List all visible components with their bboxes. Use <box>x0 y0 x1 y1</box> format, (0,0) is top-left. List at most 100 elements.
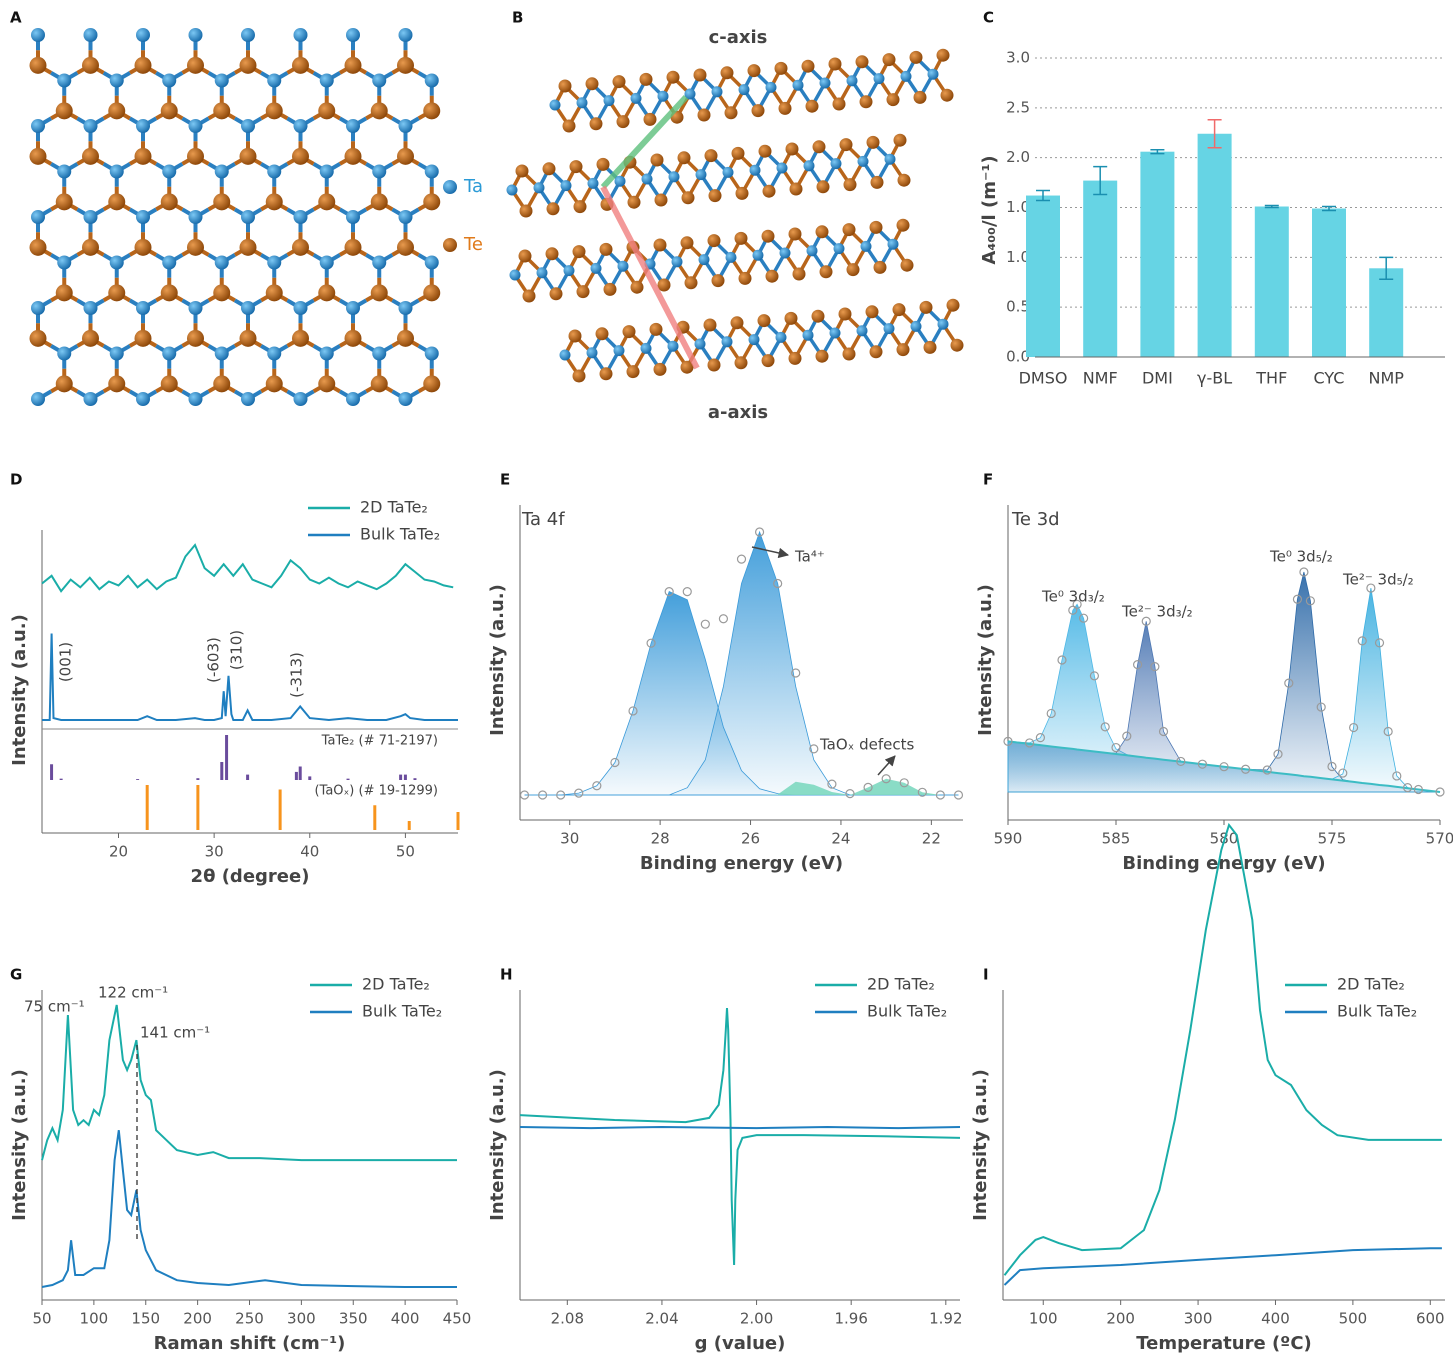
ta-atom <box>861 241 872 252</box>
te-atom <box>56 102 73 119</box>
x-tick-label: 200 <box>183 1310 212 1328</box>
ta-atom <box>399 301 413 315</box>
te-atom <box>600 367 613 380</box>
x-tick-label: 400 <box>391 1310 420 1328</box>
te-atom <box>789 228 802 241</box>
ta-atom <box>642 174 653 185</box>
te-atom <box>623 325 636 338</box>
ta-atom <box>712 86 723 97</box>
te-atom <box>135 239 152 256</box>
ta-atom <box>189 392 203 406</box>
te-atom <box>573 245 586 258</box>
panel-letter: F <box>983 471 993 489</box>
ta-atom <box>84 210 98 224</box>
panel-letter: H <box>500 966 513 984</box>
bar <box>1198 134 1232 357</box>
te-atom <box>775 62 788 75</box>
x-tick-label: 50 <box>32 1310 51 1328</box>
ta-atom <box>372 74 386 88</box>
ta-atom <box>57 256 71 270</box>
ta-atom <box>618 261 629 272</box>
ta-atom <box>776 332 787 343</box>
te-atom <box>523 290 536 303</box>
ta-atom <box>766 82 777 93</box>
y-axis-label: Intensity (a.u.) <box>487 1069 508 1221</box>
te-atom <box>843 348 856 361</box>
ta-atom <box>857 325 868 336</box>
te-atom <box>516 165 529 178</box>
reference-label: TaTe₂ (# 71-2197) <box>321 734 438 749</box>
te-atom <box>829 58 842 71</box>
bar <box>1312 208 1346 357</box>
te-atom <box>708 234 721 247</box>
x-tick-label: 150 <box>131 1310 160 1328</box>
te-atom <box>941 89 954 102</box>
te-atom <box>559 80 572 93</box>
te-atom <box>161 193 178 210</box>
x-tick-label: 26 <box>741 830 760 848</box>
te-atom <box>397 148 414 165</box>
te-atom <box>543 162 556 175</box>
y-tick-label: 3.0 <box>1006 49 1030 67</box>
te-atom <box>318 375 335 392</box>
te-atom <box>161 284 178 301</box>
ta-atom <box>672 256 683 267</box>
te-atom <box>739 272 752 285</box>
legend-label: Bulk TaTe₂ <box>1337 1002 1417 1021</box>
legend-ta <box>443 180 457 194</box>
te-atom <box>108 375 125 392</box>
ta-atom <box>372 165 386 179</box>
te-atom <box>924 341 937 354</box>
te-atom <box>161 375 178 392</box>
te-atom <box>704 319 717 332</box>
annotation: 122 cm⁻¹ <box>98 984 168 1002</box>
ta-atom <box>911 321 922 332</box>
annotation: Te²⁻ 3d₅/₂ <box>1342 571 1414 589</box>
te-atom <box>520 205 533 218</box>
ta-atom <box>294 119 308 133</box>
ta-atom <box>57 74 71 88</box>
te-atom <box>345 57 362 74</box>
te-atom <box>887 93 900 106</box>
ta-atom <box>162 165 176 179</box>
ta-atom <box>294 210 308 224</box>
annotation: (-603) <box>205 637 223 683</box>
te-atom <box>292 239 309 256</box>
series-line <box>42 545 453 591</box>
te-atom <box>397 239 414 256</box>
te-atom <box>266 375 283 392</box>
ta-atom <box>136 119 150 133</box>
ta-atom <box>831 158 842 169</box>
ta-atom <box>834 243 845 254</box>
ta-atom <box>885 154 896 165</box>
annotation: 141 cm⁻¹ <box>140 1024 210 1042</box>
y-axis-label: Intensity (a.u.) <box>487 584 508 736</box>
te-atom <box>736 187 749 200</box>
te-atom <box>570 160 583 173</box>
x-tick-label: 100 <box>1029 1310 1058 1328</box>
ta-atom <box>577 97 588 108</box>
x-tick-label: 1.96 <box>834 1310 867 1328</box>
ta-atom <box>320 256 334 270</box>
te-atom <box>108 284 125 301</box>
te-atom <box>423 375 440 392</box>
te-atom <box>82 57 99 74</box>
te-atom <box>266 284 283 301</box>
ta-atom <box>537 267 548 278</box>
x-tick-label: NMP <box>1368 369 1404 388</box>
te-atom <box>135 148 152 165</box>
te-atom <box>712 274 725 287</box>
x-tick-label: 2.04 <box>645 1310 678 1328</box>
ta-atom <box>399 28 413 42</box>
te-atom <box>654 239 667 252</box>
ta-atom <box>189 210 203 224</box>
panel-subtitle: Ta 4f <box>521 509 565 530</box>
ta-atom <box>425 165 439 179</box>
data-point <box>701 620 709 628</box>
te-atom <box>546 247 559 260</box>
ta-atom <box>874 73 885 84</box>
ta-atom <box>346 301 360 315</box>
x-tick-label: 20 <box>109 843 128 861</box>
te-atom <box>240 57 257 74</box>
te-atom <box>752 104 765 117</box>
